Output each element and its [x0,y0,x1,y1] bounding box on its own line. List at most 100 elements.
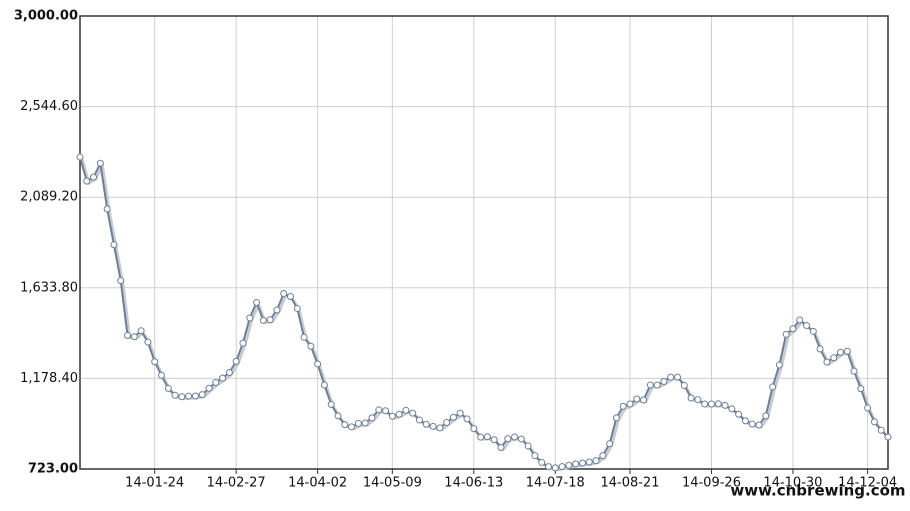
point [633,395,641,403]
y-tick-label: 723.00 [28,462,78,477]
point [626,400,634,408]
x-tick-label: 14-10-30 [763,476,822,491]
point [463,415,471,423]
point [443,418,451,426]
point [551,464,559,472]
point [225,369,233,377]
point [171,391,179,399]
point [877,426,885,434]
watermark: www.cnbrewing.com [730,482,905,500]
point [83,177,91,185]
x-tick-label: 14-04-02 [288,476,347,491]
point [687,394,695,402]
point [782,330,790,338]
point [157,371,165,379]
point [246,314,254,322]
point [640,396,648,404]
point [497,444,505,452]
point [612,414,620,422]
point [117,277,125,285]
point [511,433,519,441]
y-tick-label: 3,000.00 [14,9,78,24]
point [884,433,892,441]
point [402,406,410,414]
point [273,306,281,314]
point [375,406,383,414]
point [212,378,220,386]
point [361,419,369,427]
point [219,374,227,382]
point [728,405,736,413]
point [741,417,749,425]
x-tick-label: 14-07-18 [526,476,585,491]
point [314,360,322,368]
point [864,404,872,412]
point [707,400,715,408]
y-tick-label: 2,089.20 [20,190,78,205]
point [388,412,396,420]
point [286,293,294,301]
point [490,436,498,444]
point [415,416,423,424]
point [714,400,722,408]
point [558,463,566,471]
y-tick-label: 2,544.60 [20,99,78,114]
point [300,333,308,341]
point [348,423,356,431]
point [429,422,437,430]
point [572,460,580,468]
point [341,421,349,429]
point [178,393,186,401]
point [307,342,315,350]
point [599,452,607,460]
point [130,333,138,341]
point [748,420,756,428]
point [646,381,654,389]
point [483,433,491,441]
point [823,358,831,366]
point [293,304,301,312]
point [436,424,444,432]
point [735,410,743,418]
x-tick-label: 14-05-09 [363,476,422,491]
point [619,402,627,410]
point [334,412,342,420]
x-tick-label: 14-06-13 [444,476,503,491]
point [449,413,457,421]
point [694,396,702,404]
point [545,463,553,471]
y-tick-label: 1,178.40 [20,371,78,386]
point [232,357,240,365]
point [191,392,199,400]
point [164,384,172,392]
point [660,377,668,385]
y-tick-label: 1,633.80 [20,280,78,295]
point [701,400,709,408]
point [870,418,878,426]
point [470,425,478,433]
x-tick-label: 14-08-21 [600,476,659,491]
point [653,381,661,389]
point [327,400,335,408]
point [830,354,838,362]
point [789,325,797,333]
point [796,316,804,324]
point [504,435,512,443]
point [680,381,688,389]
line-shadow [80,158,892,472]
point [253,298,261,306]
point [320,381,328,389]
point [538,458,546,466]
point [280,290,288,298]
point [803,322,811,330]
point [755,421,763,429]
point [517,435,525,443]
point [368,414,376,422]
point [843,347,851,355]
x-tick-label: 14-01-24 [125,476,184,491]
point [775,361,783,369]
point [409,409,417,417]
point [198,391,206,399]
